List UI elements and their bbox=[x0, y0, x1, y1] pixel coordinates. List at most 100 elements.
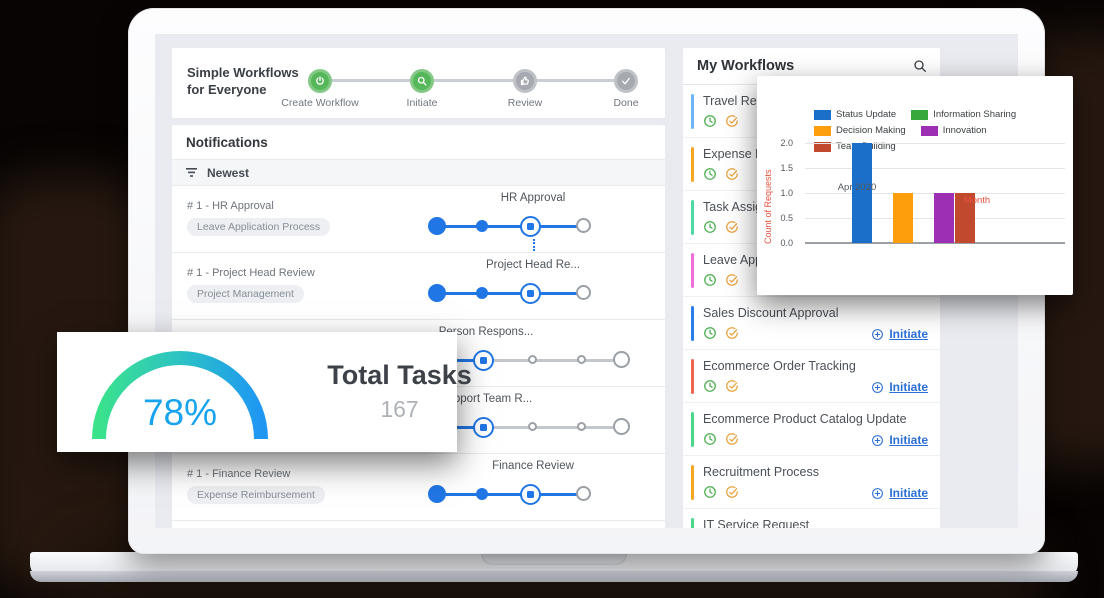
clock-icon bbox=[704, 486, 716, 498]
legend-swatch bbox=[920, 125, 938, 136]
progress-node bbox=[475, 220, 488, 232]
my-workflows-title: My Workflows bbox=[697, 58, 795, 74]
stepper-connector bbox=[320, 79, 626, 82]
check-icon bbox=[614, 69, 638, 93]
legend-item-decision-making: Decision Making bbox=[814, 125, 906, 136]
progress-node bbox=[520, 283, 541, 304]
notification-row[interactable]: Support Team R... bbox=[172, 387, 665, 454]
search-icon bbox=[410, 69, 434, 93]
check-circle-icon bbox=[726, 168, 738, 180]
notification-ref: # 1 - Project Head Review bbox=[187, 267, 315, 279]
circle-plus-icon bbox=[872, 381, 884, 393]
initiate-button[interactable]: Initiate bbox=[871, 327, 928, 341]
progress-node bbox=[475, 287, 488, 299]
progress-segment bbox=[486, 359, 534, 362]
notification-row[interactable]: # 1 - HR Approval Leave Application Proce… bbox=[172, 186, 665, 253]
progress-segment bbox=[437, 292, 482, 295]
legend-swatch bbox=[814, 125, 831, 136]
workflow-color-bar bbox=[691, 253, 694, 288]
workflow-title: Expense Re bbox=[703, 147, 772, 161]
progress-segment bbox=[482, 292, 533, 295]
workflow-list-item[interactable]: Travel Requ bbox=[683, 85, 940, 138]
workflow-title: Recruitment Process bbox=[703, 465, 820, 479]
progress-segment bbox=[534, 359, 583, 362]
legend-swatch bbox=[911, 109, 929, 120]
workflow-color-bar bbox=[691, 465, 694, 500]
chart-bar-team-building bbox=[955, 193, 975, 243]
workflow-list-item[interactable]: Ecommerce Order Tracking Initiate bbox=[683, 350, 940, 403]
initiate-button[interactable]: Initiate bbox=[871, 380, 928, 394]
chart-plot-area: 2.0 1.5 1.0 0.5 0.0 bbox=[780, 138, 1065, 248]
circle-plus-icon bbox=[872, 328, 884, 340]
gauge-arc bbox=[92, 351, 268, 440]
simple-workflows-title: Simple Workflows for Everyone bbox=[187, 65, 299, 97]
circle-plus-icon bbox=[872, 434, 884, 446]
progress-segment bbox=[583, 359, 622, 362]
workflow-title: Travel Requ bbox=[703, 94, 771, 108]
chart-y-tick: 1.5 bbox=[780, 163, 793, 173]
search-icon bbox=[417, 76, 427, 86]
workflow-color-bar bbox=[691, 147, 694, 182]
progress-node bbox=[613, 418, 630, 435]
filter-icon bbox=[186, 168, 197, 177]
workflow-list-item[interactable]: Ecommerce Product Catalog Update Initiate bbox=[683, 403, 940, 456]
workflow-title: Ecommerce Product Catalog Update bbox=[703, 412, 907, 426]
legend-item-information-sharing: Information Sharing bbox=[911, 109, 1016, 120]
progress-node bbox=[475, 488, 488, 500]
current-step-label: Project Head Re... bbox=[486, 259, 580, 271]
chart-gridline bbox=[805, 143, 1065, 144]
check-circle-icon bbox=[726, 433, 738, 445]
workflow-list-item[interactable]: Sales Discount Approval Initiate bbox=[683, 297, 940, 350]
progress-dotted-connector bbox=[533, 239, 535, 251]
workflow-color-bar bbox=[691, 518, 694, 528]
notification-tag: Project Management bbox=[187, 285, 304, 303]
notifications-title: Notifications bbox=[172, 125, 665, 160]
initiate-button[interactable]: Initiate bbox=[871, 486, 928, 500]
workflow-title: Task Assign bbox=[703, 200, 770, 214]
progress-node bbox=[613, 351, 630, 368]
search-icon[interactable] bbox=[912, 58, 928, 78]
workflow-status-icons bbox=[703, 432, 739, 446]
workflow-status-icons bbox=[703, 167, 739, 181]
workflow-list-item[interactable]: Recruitment Process Initiate bbox=[683, 456, 940, 509]
legend-item-innovation: Innovation bbox=[920, 125, 987, 136]
requests-chart-card: Status Update Information Sharing Decision… bbox=[757, 76, 1073, 295]
progress-segment bbox=[482, 493, 533, 496]
progress-node bbox=[520, 216, 541, 237]
notifications-sort-control[interactable]: Newest bbox=[172, 160, 665, 186]
workflow-color-bar bbox=[691, 94, 694, 129]
progress-segment bbox=[583, 426, 622, 429]
chart-bar-innovation bbox=[934, 193, 954, 243]
initiate-button[interactable]: Initiate bbox=[871, 433, 928, 447]
clock-icon bbox=[704, 274, 716, 286]
chart-y-tick: 1.0 bbox=[780, 188, 793, 198]
check-circle-icon bbox=[726, 486, 738, 498]
circle-plus-icon bbox=[872, 487, 884, 499]
chart-y-tick: 2.0 bbox=[780, 138, 793, 148]
progress-segment bbox=[486, 426, 534, 429]
notification-row[interactable]: # 1 - Finance Review Expense Reimbursemen… bbox=[172, 454, 665, 521]
simple-workflows-card: Simple Workflows for Everyone Create Wor… bbox=[172, 48, 665, 118]
clock-icon bbox=[704, 433, 716, 445]
notification-ref: # 1 - Finance Review bbox=[187, 468, 291, 480]
workflow-list-item[interactable]: Leave Appli bbox=[683, 244, 940, 297]
initiate-label: Initiate bbox=[889, 380, 928, 394]
initiate-label: Initiate bbox=[889, 486, 928, 500]
check-circle-icon bbox=[726, 380, 738, 392]
check-circle-icon bbox=[726, 274, 738, 286]
sort-label: Newest bbox=[207, 165, 250, 180]
notification-tag: Leave Application Process bbox=[187, 218, 331, 236]
stepper-step-label: Done bbox=[613, 97, 639, 109]
check-circle-icon bbox=[726, 327, 738, 339]
progress-node bbox=[428, 284, 446, 302]
workflow-list-item[interactable]: IT Service Request bbox=[683, 509, 940, 528]
workflow-status-icons bbox=[703, 220, 739, 234]
workflow-color-bar bbox=[691, 306, 694, 341]
workflow-status-icons bbox=[703, 114, 739, 128]
laptop-base-lip bbox=[30, 571, 1078, 582]
total-tasks-percent: 78% bbox=[142, 392, 218, 433]
check-circle-icon bbox=[726, 221, 738, 233]
notification-row[interactable]: # 1 - Project Head Review Project Managem… bbox=[172, 253, 665, 320]
progress-segment bbox=[534, 426, 583, 429]
chart-bar-decision-making bbox=[893, 193, 913, 243]
